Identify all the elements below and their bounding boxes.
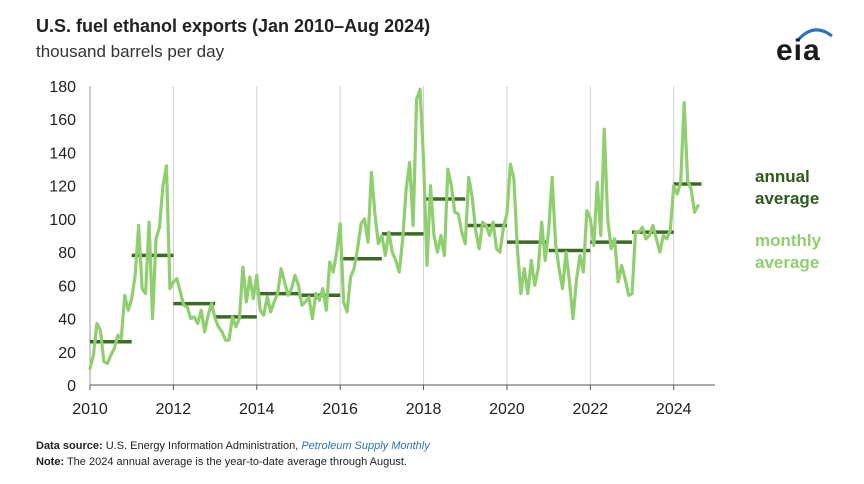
monthly-average-series <box>88 87 700 370</box>
eia-logo-text: eia <box>776 34 821 67</box>
y-tick-label: 140 <box>49 145 76 162</box>
x-tick-label: 2024 <box>656 401 692 418</box>
y-tick-label: 40 <box>58 312 76 329</box>
x-tick-label: 2022 <box>573 401 609 418</box>
y-tick-label: 20 <box>58 345 76 362</box>
source-label: Data source: <box>36 440 103 452</box>
source-text: U.S. Energy Information Administration, <box>102 440 302 452</box>
x-tick-label: 2010 <box>72 401 108 418</box>
legend-monthly-line2: average <box>755 253 820 272</box>
note-label: Note: <box>36 456 65 468</box>
eia-logo: eia <box>774 26 844 67</box>
y-tick-label: 0 <box>67 378 76 395</box>
tick-labels: 0 20 40 60 80 100 120 140 160 180 2010 2012 2014 2016… <box>49 79 691 418</box>
x-tick-label: 2016 <box>322 401 358 418</box>
x-tick-label: 2018 <box>406 401 442 418</box>
legend-monthly-line1: monthly <box>755 231 822 250</box>
source-publication-link[interactable]: Petroleum Supply Monthly <box>301 440 430 452</box>
note-text: The 2024 annual average is the year-to-d… <box>64 456 407 468</box>
chart-title: U.S. fuel ethanol exports (Jan 2010–Aug … <box>36 16 431 36</box>
x-tick-label: 2020 <box>489 401 525 418</box>
y-tick-label: 80 <box>58 245 76 262</box>
monthly-average-line <box>88 87 700 370</box>
eia-logo-arc-icon <box>796 28 833 42</box>
axes <box>89 86 715 390</box>
legend-monthly-average: monthly average <box>755 230 855 274</box>
y-tick-label: 120 <box>49 179 76 196</box>
x-tick-label: 2012 <box>156 401 192 418</box>
legend-annual-line2: average <box>755 189 820 208</box>
footer-source: Data source: U.S. Energy Information Adm… <box>36 440 430 452</box>
chart-subtitle: thousand barrels per day <box>36 42 225 61</box>
y-tick-label: 60 <box>58 278 76 295</box>
y-tick-label: 160 <box>49 112 76 129</box>
legend-annual-line1: annual <box>755 167 810 186</box>
y-tick-label: 180 <box>49 79 76 96</box>
y-tick-label: 100 <box>49 212 76 229</box>
x-tick-label: 2014 <box>239 401 275 418</box>
footer-note: Note: The 2024 annual average is the yea… <box>36 456 407 468</box>
legend-annual-average: annual average <box>755 166 845 210</box>
